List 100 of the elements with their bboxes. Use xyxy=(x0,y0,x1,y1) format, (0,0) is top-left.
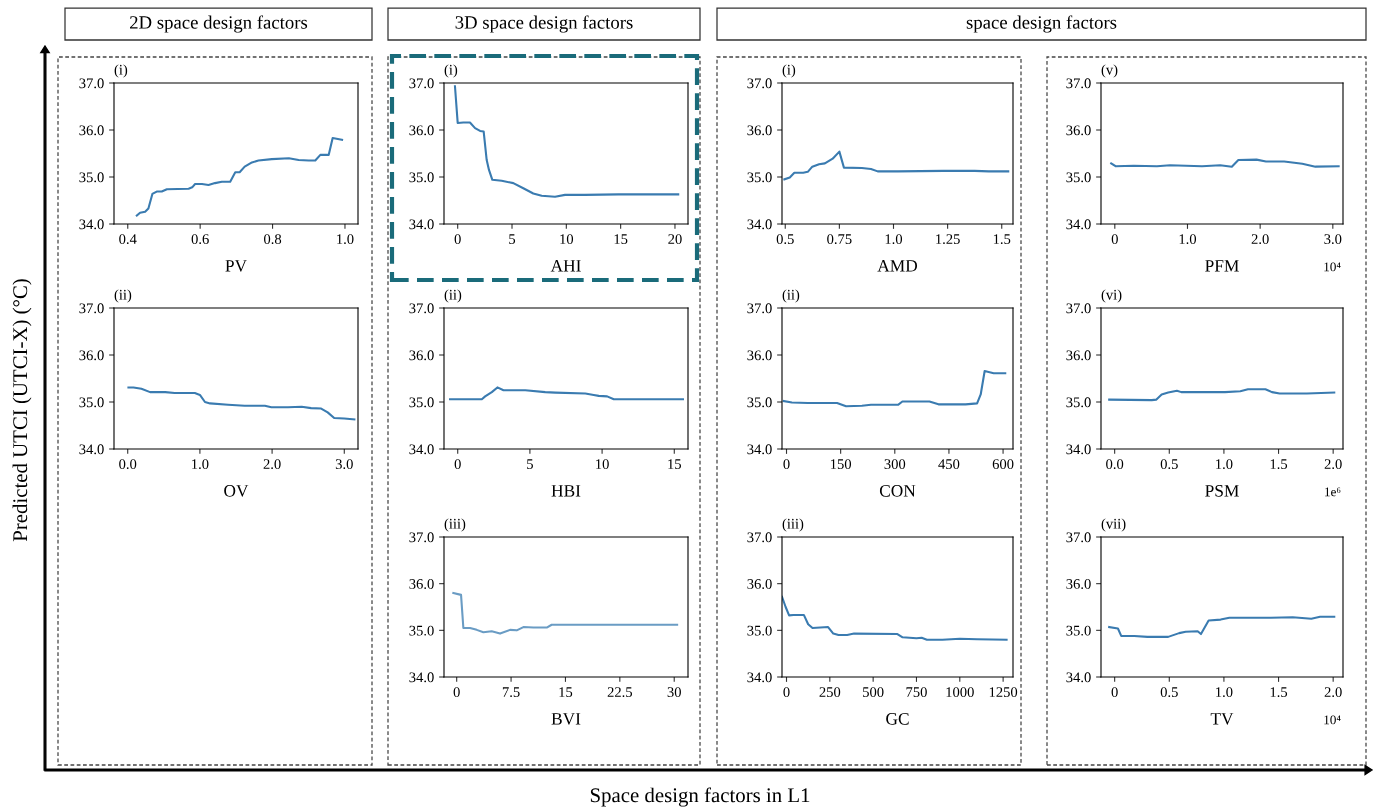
y-tick-label: 37.0 xyxy=(409,78,434,89)
y-tick-label: 35.0 xyxy=(1066,625,1091,636)
text: (v) xyxy=(1101,64,1118,78)
x-tick-label: 750 xyxy=(906,687,927,697)
x-tick-label: 30 xyxy=(667,687,681,697)
text: 10⁴ xyxy=(1324,262,1341,272)
x-tick-label: 0 xyxy=(783,687,790,697)
text: (vi) xyxy=(1101,289,1122,303)
text: Space design factors in L1 xyxy=(590,787,810,807)
y-tick-label: 34.0 xyxy=(409,219,434,230)
text: 1e⁶ xyxy=(1325,487,1341,497)
y-tick-label: 35.0 xyxy=(409,397,434,408)
x-axis-title: CON xyxy=(879,485,916,497)
x-tick-label: 0 xyxy=(453,687,460,697)
y-tick-label: 36.0 xyxy=(747,350,772,361)
text: (ii) xyxy=(114,289,132,303)
line-series xyxy=(127,386,356,421)
x-tick-label: 20 xyxy=(668,234,682,244)
y-tick-label: 36.0 xyxy=(1066,579,1091,589)
x-tick-label: 0.0 xyxy=(119,459,137,470)
x-tick-label: 1.0 xyxy=(1179,234,1197,245)
x-tick-label: 450 xyxy=(938,459,960,469)
y-tick-label: 34.0 xyxy=(79,219,104,230)
x-tick-label: 7.5 xyxy=(502,687,520,698)
x-tick-label: 1.5 xyxy=(1270,459,1288,470)
x-axis-title: PSM xyxy=(1205,485,1239,497)
x-tick-label: 10 xyxy=(560,234,574,244)
y-tick-label: 37.0 xyxy=(1066,78,1091,89)
y-tick-label: 36.0 xyxy=(409,579,434,589)
line-series xyxy=(1108,615,1336,638)
y-tick-label: 35.0 xyxy=(1066,397,1091,408)
x-tick-label: 0 xyxy=(1111,234,1118,244)
x-tick-label: 0.0 xyxy=(1106,459,1124,470)
x-tick-label: 0.4 xyxy=(119,234,137,245)
y-tick-label: 37.0 xyxy=(79,303,104,314)
y-tick-label: 35.0 xyxy=(409,625,434,636)
x-tick-label: 5 xyxy=(527,459,533,469)
y-tick-label: 34.0 xyxy=(409,444,434,455)
y-tick-label: 37.0 xyxy=(1066,532,1091,543)
line-series xyxy=(449,386,684,401)
y-tick-label: 35.0 xyxy=(747,625,772,636)
y-tick-label: 37.0 xyxy=(79,78,104,89)
x-tick-label: 1.0 xyxy=(1216,459,1233,470)
x-tick-label: 3.0 xyxy=(335,459,353,470)
line-series xyxy=(453,85,680,198)
x-tick-label: 300 xyxy=(884,459,906,469)
y-tick-label: 36.0 xyxy=(79,350,104,361)
x-axis-title: AMD xyxy=(877,260,918,272)
y-tick-label: 37.0 xyxy=(747,532,772,543)
y-tick-label: 36.0 xyxy=(409,350,434,361)
y-tick-label: 34.0 xyxy=(1066,219,1091,230)
x-tick-label: 22.5 xyxy=(607,687,633,698)
y-tick-label: 35.0 xyxy=(79,172,104,183)
x-tick-label: 600 xyxy=(992,459,1014,469)
x-tick-label: 0.75 xyxy=(827,234,852,245)
x-tick-label: 15 xyxy=(559,687,573,697)
text: (iii) xyxy=(782,518,804,532)
y-tick-label: 36.0 xyxy=(79,125,104,136)
y-tick-label: 34.0 xyxy=(747,672,772,683)
x-tick-label: 3.0 xyxy=(1324,234,1342,245)
x-axis-title: GC xyxy=(886,713,909,725)
x-tick-label: 1000 xyxy=(946,687,974,697)
x-tick-label: 0 xyxy=(454,459,461,469)
y-tick-label: 35.0 xyxy=(747,172,772,183)
y-tick-label: 36.0 xyxy=(1066,350,1091,361)
y-tick-label: 36.0 xyxy=(1066,125,1091,136)
line-series xyxy=(135,136,344,217)
chart-title: 3D space design factors xyxy=(455,15,633,33)
text: (ii) xyxy=(444,289,462,303)
y-tick-label: 37.0 xyxy=(747,78,772,89)
text: 10⁴ xyxy=(1324,715,1341,725)
x-axis-title: PFM xyxy=(1205,260,1239,272)
y-tick-label: 34.0 xyxy=(1066,444,1091,455)
x-tick-label: 250 xyxy=(819,687,841,697)
y-tick-label: 35.0 xyxy=(1066,172,1091,183)
y-tick-label: 36.0 xyxy=(747,579,772,589)
x-tick-label: 1.5 xyxy=(1270,687,1288,698)
x-tick-label: 0 xyxy=(454,234,461,244)
x-tick-label: 150 xyxy=(831,459,852,469)
x-tick-label: 15 xyxy=(614,234,628,244)
y-tick-label: 34.0 xyxy=(747,219,772,230)
x-tick-label: 10 xyxy=(596,459,609,469)
x-axis-title: HBI xyxy=(551,485,581,497)
y-tick-label: 36.0 xyxy=(409,125,434,136)
x-axis-title: AHI xyxy=(550,260,581,272)
y-tick-label: 34.0 xyxy=(1066,672,1091,683)
x-axis-title: BVI xyxy=(551,713,581,725)
x-tick-label: 0 xyxy=(783,459,790,469)
x-tick-label: 2.0 xyxy=(1324,687,1342,698)
x-tick-label: 0.5 xyxy=(1160,459,1178,470)
text: (vii) xyxy=(1101,518,1126,532)
x-tick-label: 1.25 xyxy=(936,234,960,245)
y-tick-label: 34.0 xyxy=(79,444,104,455)
x-tick-label: 0.5 xyxy=(1160,687,1178,698)
y-tick-label: 37.0 xyxy=(409,532,434,543)
x-tick-label: 2.0 xyxy=(1324,459,1342,470)
chart-title: space design factors xyxy=(966,15,1117,33)
y-tick-label: 37.0 xyxy=(409,303,434,314)
x-tick-label: 2.0 xyxy=(263,459,281,470)
x-tick-label: 1.0 xyxy=(192,459,209,470)
